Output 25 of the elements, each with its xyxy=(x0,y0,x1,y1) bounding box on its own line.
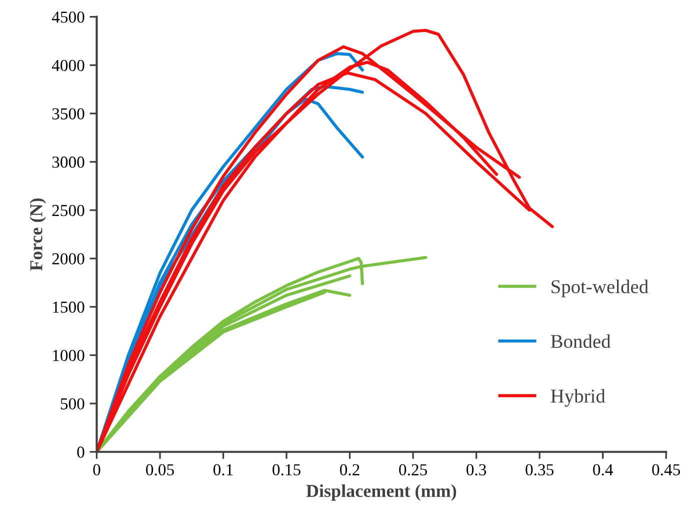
y-tick-label: 2000 xyxy=(52,253,84,264)
x-tick-label: 0.45 xyxy=(652,464,680,476)
legend-label: Spot-welded xyxy=(552,280,648,298)
x-tick-label: 0.35 xyxy=(526,464,554,476)
legend-label: Hybrid xyxy=(550,389,606,407)
y-tick-label: 1000 xyxy=(53,350,84,362)
y-tick-label: 500 xyxy=(60,398,84,410)
legend-label: Bonded xyxy=(550,334,611,348)
x-tick-label: 0.3 xyxy=(466,464,486,476)
y-axis-title: Force (N) xyxy=(30,198,46,271)
y-tick-label: 0 xyxy=(77,446,84,458)
x-tick-label: 0.15 xyxy=(272,464,300,476)
y-tick-label: 3500 xyxy=(52,108,84,120)
y-tick-label: 1500 xyxy=(53,302,84,313)
x-tick-label: 0.1 xyxy=(213,464,233,476)
y-tick-label: 2500 xyxy=(52,204,84,216)
x-axis-title: Displacement (mm) xyxy=(306,484,456,501)
y-tick-label: 4000 xyxy=(52,60,84,72)
x-tick-label: 0.05 xyxy=(146,464,174,476)
x-tick-label: 0.2 xyxy=(340,464,360,476)
x-tick-label: 0.25 xyxy=(399,464,427,476)
x-tick-label: 0 xyxy=(93,464,100,476)
y-tick-label: 4500 xyxy=(52,12,84,23)
x-tick-label: 0.4 xyxy=(593,464,613,476)
y-tick-label: 3000 xyxy=(52,156,84,168)
